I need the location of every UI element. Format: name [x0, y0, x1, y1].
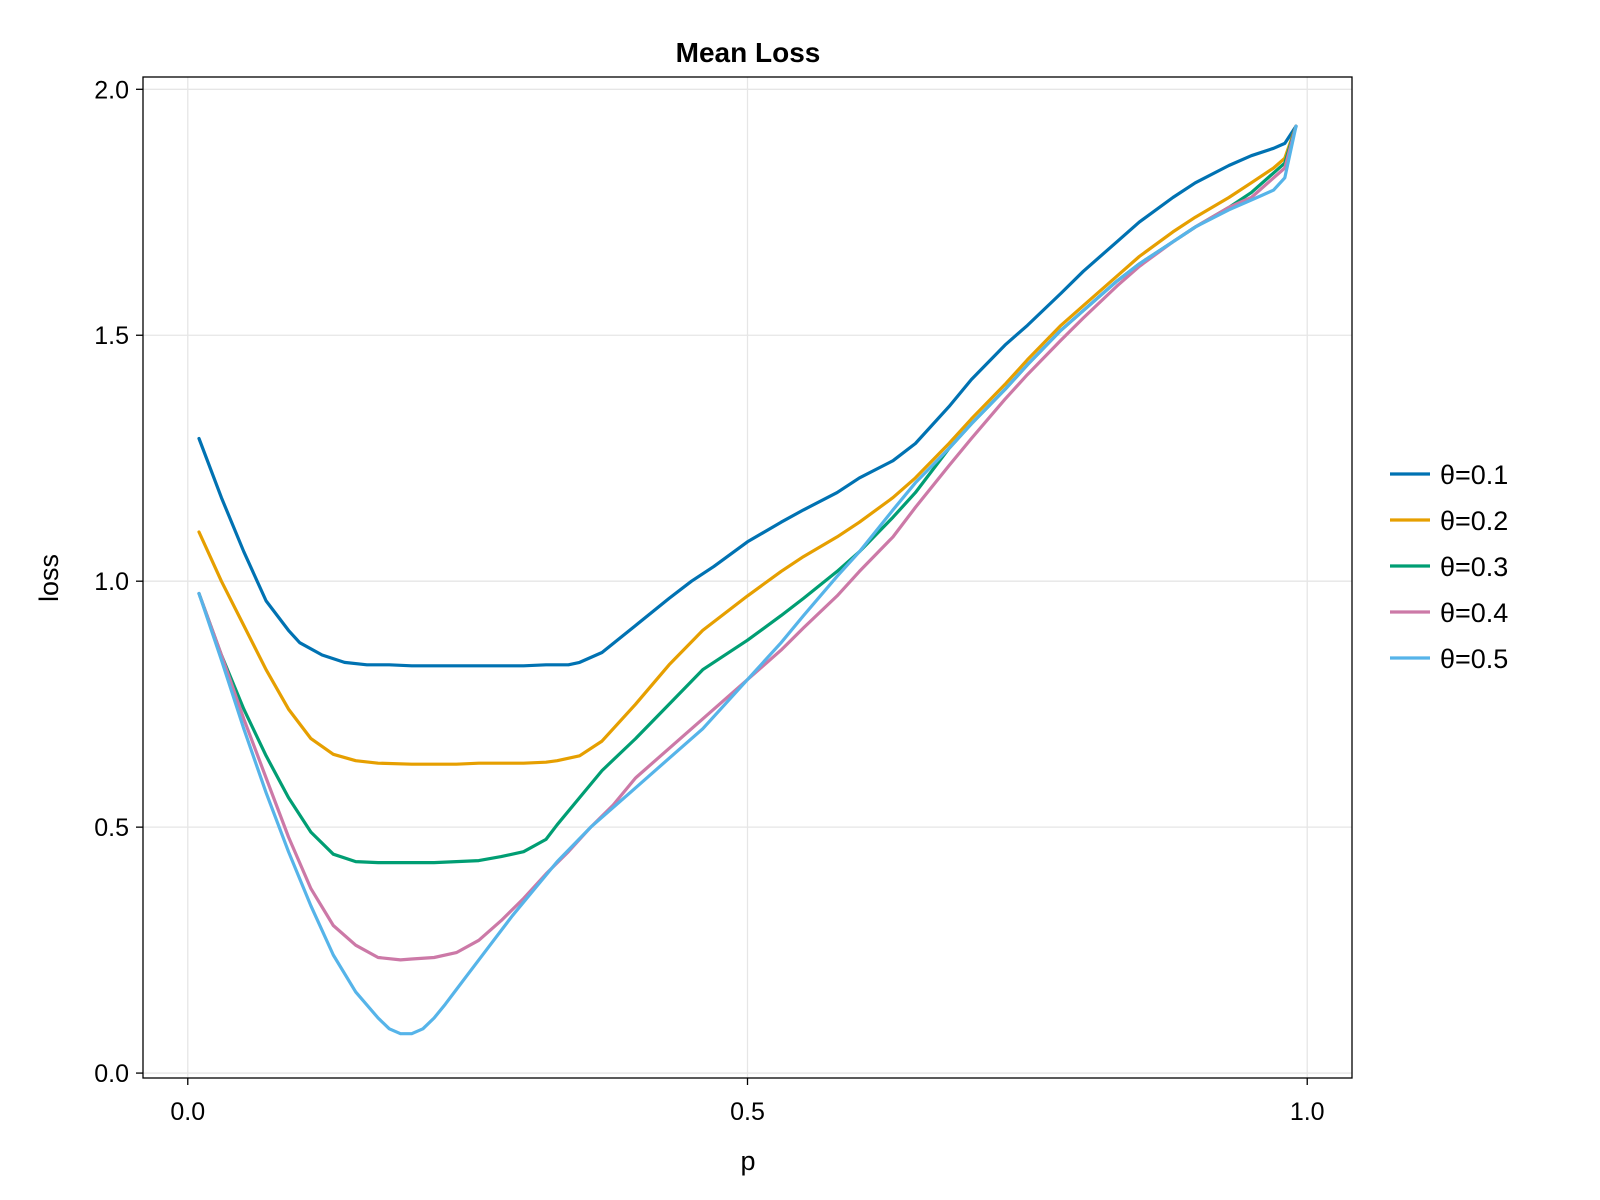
y-tick-label: 0.0: [94, 1060, 129, 1088]
y-tick-label: 2.0: [94, 76, 129, 104]
series-line-4: [197, 124, 1298, 962]
y-axis-label: loss: [34, 554, 64, 602]
x-tick-label: 0.5: [730, 1098, 765, 1126]
legend-label-2: θ=0.2: [1440, 506, 1508, 536]
legend: θ=0.1 θ=0.2 θ=0.3 θ=0.4 θ=0.5: [1390, 460, 1508, 674]
legend-label-3: θ=0.3: [1440, 552, 1508, 582]
x-axis-ticks: 0.0 0.5 1.0: [170, 1078, 1325, 1126]
legend-label-1: θ=0.1: [1440, 460, 1508, 490]
gridlines: [143, 77, 1352, 1078]
legend-label-4: θ=0.4: [1440, 598, 1508, 628]
series-line-5: [197, 124, 1298, 1036]
x-axis-label: p: [740, 1146, 755, 1176]
series-line-1: [197, 124, 1298, 668]
series-layer: [197, 124, 1298, 1036]
legend-label-5: θ=0.5: [1440, 644, 1508, 674]
x-tick-label: 0.0: [170, 1098, 205, 1126]
y-axis-ticks: 0.0 0.5 1.0 1.5 2.0: [94, 76, 143, 1088]
y-tick-label: 1.5: [94, 322, 129, 350]
series-line-2: [197, 124, 1298, 766]
chart-title: Mean Loss: [676, 37, 821, 68]
x-tick-label: 1.0: [1290, 1098, 1325, 1126]
y-tick-label: 1.0: [94, 568, 129, 596]
y-tick-label: 0.5: [94, 814, 129, 842]
